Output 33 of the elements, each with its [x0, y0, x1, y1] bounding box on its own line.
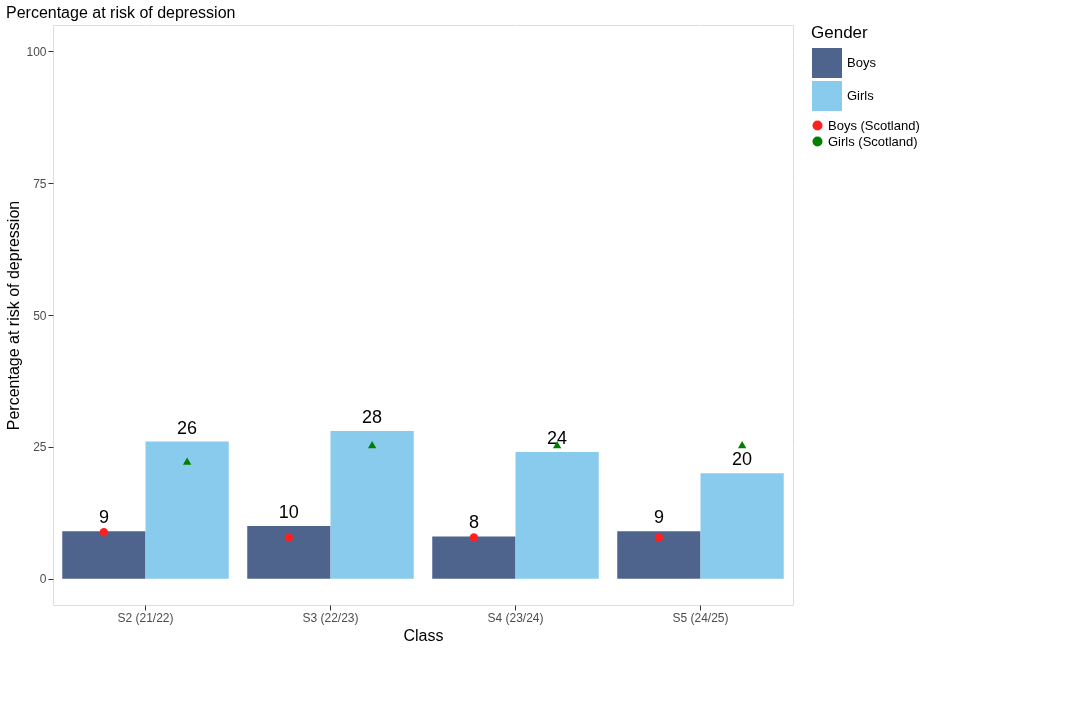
x-axis-title: Class	[403, 626, 444, 644]
chart-title: Percentage at risk of depression	[5, 4, 236, 21]
bar	[145, 441, 229, 579]
y-axis-title: Percentage at risk of depression	[5, 200, 23, 431]
y-tick-label: 100	[26, 44, 47, 59]
y-tick-label: 75	[33, 176, 47, 191]
data-label: 28	[362, 407, 383, 427]
data-label: 24	[547, 428, 568, 449]
legend-label: Girls	[847, 88, 875, 103]
x-tick-label: S3 (22/23)	[302, 610, 359, 625]
legend-label: Boys (Scotland)	[828, 117, 920, 133]
data-label: 8	[468, 512, 479, 533]
bar	[617, 531, 701, 579]
data-label: 20	[732, 449, 753, 470]
data-label: 9	[653, 507, 664, 528]
legend-label: Boys	[847, 55, 877, 70]
bar	[700, 473, 784, 579]
y-tick-label: 25	[33, 440, 47, 455]
y-tick-label: 0	[39, 572, 47, 587]
data-label: 10	[278, 501, 299, 522]
x-tick-label: S4 (23/24)	[487, 610, 544, 625]
bar	[247, 525, 331, 579]
y-tick-label: 50	[33, 308, 47, 323]
bar	[330, 431, 414, 579]
bar	[515, 452, 599, 579]
legend-title: Gender	[811, 23, 869, 42]
bar	[62, 531, 146, 579]
legend-label: Girls (Scotland)	[828, 133, 918, 149]
data-label: 9	[98, 507, 109, 528]
x-tick-label: S2 (21/22)	[117, 610, 174, 625]
data-label: 26	[177, 417, 198, 438]
x-tick-label: S5 (24/25)	[672, 610, 729, 625]
bar	[432, 536, 516, 579]
